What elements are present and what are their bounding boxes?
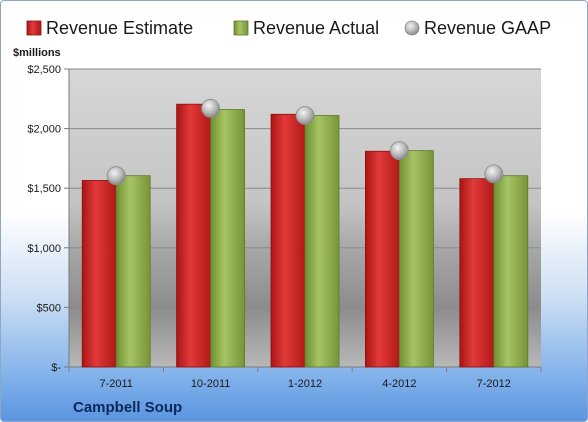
y-tick-label: $2,500	[27, 64, 61, 76]
legend-revenue-actual-label: Revenue Actual	[253, 18, 379, 38]
legend-revenue-estimate-label: Revenue Estimate	[46, 18, 193, 38]
y-tick-label: $-	[51, 362, 61, 374]
revenue-actual-bar	[304, 115, 340, 368]
x-tick-label: 7-2012	[477, 378, 511, 390]
revenue-estimate-bar	[81, 180, 117, 368]
y-tick-label: $1,000	[27, 243, 61, 255]
revenue-actual-bar	[115, 175, 151, 368]
legend-revenue-gaap-swatch	[404, 20, 420, 36]
revenue-estimate-bar	[459, 178, 495, 368]
revenue-estimate-bar	[364, 150, 400, 368]
y-tick-label: $500	[37, 302, 61, 314]
company-name: Campbell Soup	[73, 399, 183, 416]
revenue-gaap-marker	[389, 141, 409, 161]
y-axis-label: $millions	[13, 47, 61, 59]
legend-revenue-estimate-swatch	[26, 20, 42, 36]
x-tick-label: 10-2011	[191, 378, 231, 390]
x-tick-label: 1-2012	[288, 378, 322, 390]
revenue-actual-bar	[493, 175, 529, 368]
revenue-gaap-marker	[484, 164, 504, 184]
revenue-actual-bar	[210, 109, 246, 368]
revenue-gaap-marker	[106, 166, 126, 186]
legend-revenue-gaap-label: Revenue GAAP	[424, 18, 551, 38]
revenue-actual-bar	[398, 150, 434, 368]
x-tick-label: 4-2012	[382, 378, 416, 390]
revenue-gaap-marker	[295, 106, 315, 125]
revenue-estimate-bar	[176, 103, 212, 368]
y-tick-label: $1,500	[27, 183, 61, 195]
legend-revenue-actual-swatch	[233, 20, 249, 36]
x-tick-label: 7-2011	[99, 378, 132, 390]
revenue-gaap-marker	[201, 98, 221, 118]
y-tick-label: $2,000	[27, 124, 61, 136]
revenue-estimate-bar	[270, 113, 306, 368]
